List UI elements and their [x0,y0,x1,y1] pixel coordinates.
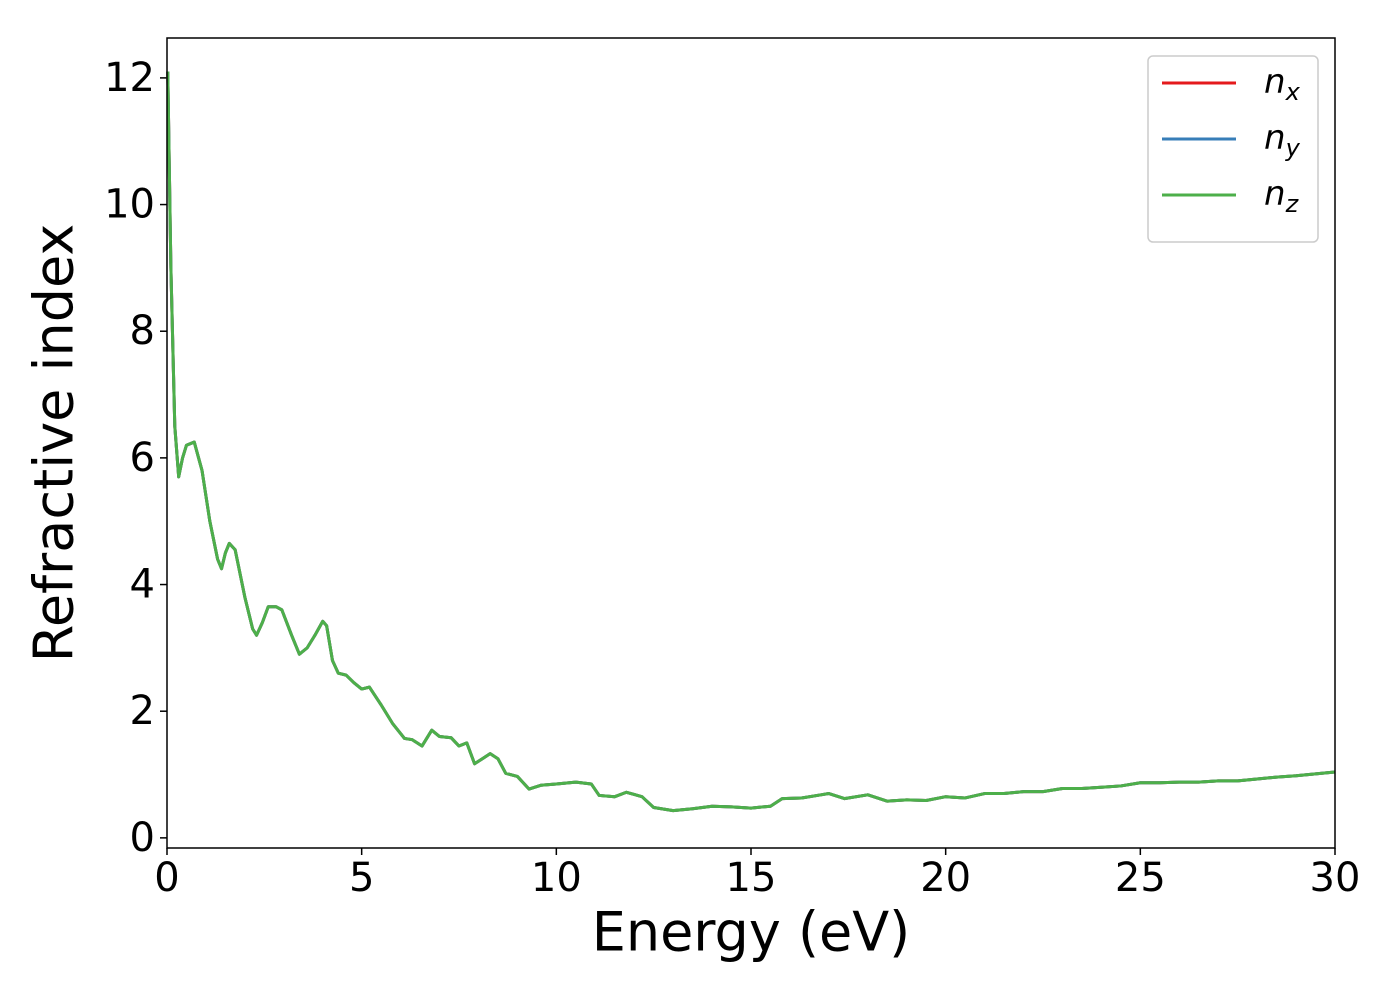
x-tick-label: 10 [531,855,582,901]
x-axis-label: Energy (eV) [592,901,911,964]
y-tick-label: 8 [130,308,155,354]
x-tick-label: 0 [154,855,179,901]
line [166,71,1336,813]
plot-frame [166,37,1336,849]
legend: nx ny nz [1147,55,1319,243]
y-axis-label: Refractive index [23,224,86,663]
x-tick-label: 25 [1115,855,1166,901]
y-tick-label: 4 [130,562,155,608]
legend-label: nx [1264,62,1301,107]
x-tick-label: 30 [1310,855,1361,901]
y-tick-label: 2 [130,688,155,734]
y-tick-label: 10 [104,182,155,228]
x-tick-label: 20 [920,855,971,901]
legend-label: ny [1264,118,1301,163]
x-tick-label: 15 [726,855,777,901]
legend-label: nz [1264,174,1300,219]
x-tick-label: 5 [349,855,374,901]
y-tick-label: 6 [130,435,155,481]
y-tick-label: 12 [104,55,155,101]
y-tick-label: 0 [130,815,155,861]
